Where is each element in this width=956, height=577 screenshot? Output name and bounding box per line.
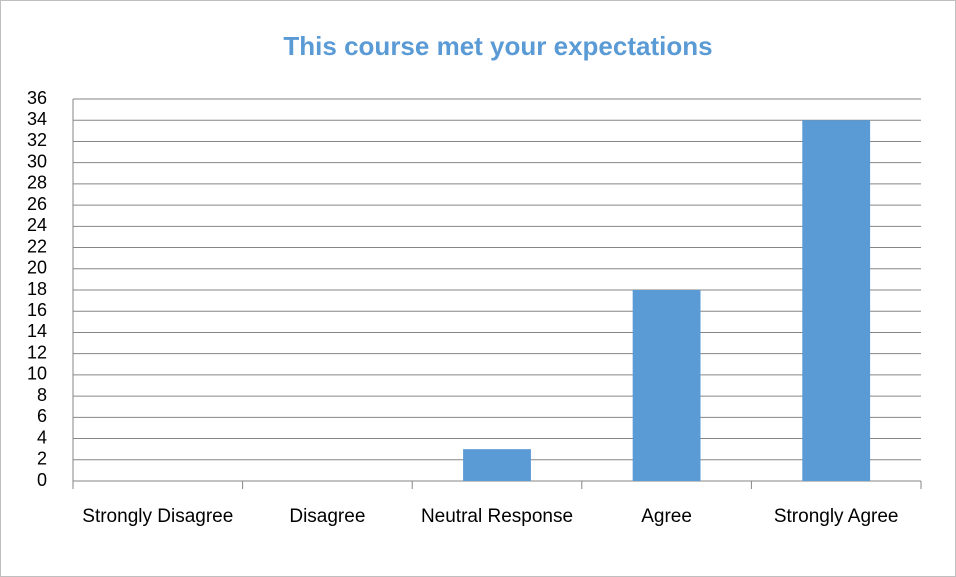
y-tick-label: 30 [27, 151, 47, 171]
y-tick-label: 14 [27, 321, 47, 341]
x-tick-label: Strongly Disagree [82, 506, 234, 527]
y-tick-label: 18 [27, 279, 47, 299]
y-tick-label: 32 [27, 130, 47, 150]
y-tick-label: 4 [37, 427, 47, 447]
y-tick-label: 16 [27, 300, 47, 320]
y-tick-label: 8 [37, 385, 47, 405]
x-tick-label: Disagree [289, 506, 366, 527]
chart-title: This course met your expectations [283, 31, 712, 61]
x-tick-label: Strongly Agree [773, 506, 899, 527]
y-tick-label: 22 [27, 236, 47, 256]
y-tick-label: 34 [27, 109, 47, 129]
bar [463, 449, 531, 481]
y-tick-label: 26 [27, 194, 47, 214]
bar [632, 290, 701, 481]
y-tick-label: 12 [27, 342, 47, 362]
bar [802, 120, 871, 481]
y-tick-label: 36 [27, 88, 47, 108]
y-tick-label: 6 [37, 406, 47, 426]
y-tick-label: 2 [37, 449, 47, 469]
x-tick-label: Agree [641, 506, 692, 527]
y-tick-label: 20 [27, 258, 47, 278]
y-tick-label: 10 [27, 364, 47, 384]
x-tick-label: Neutral Response [420, 506, 574, 527]
y-tick-label: 0 [37, 470, 47, 490]
y-tick-label: 24 [27, 215, 47, 235]
y-tick-label: 28 [27, 173, 47, 193]
